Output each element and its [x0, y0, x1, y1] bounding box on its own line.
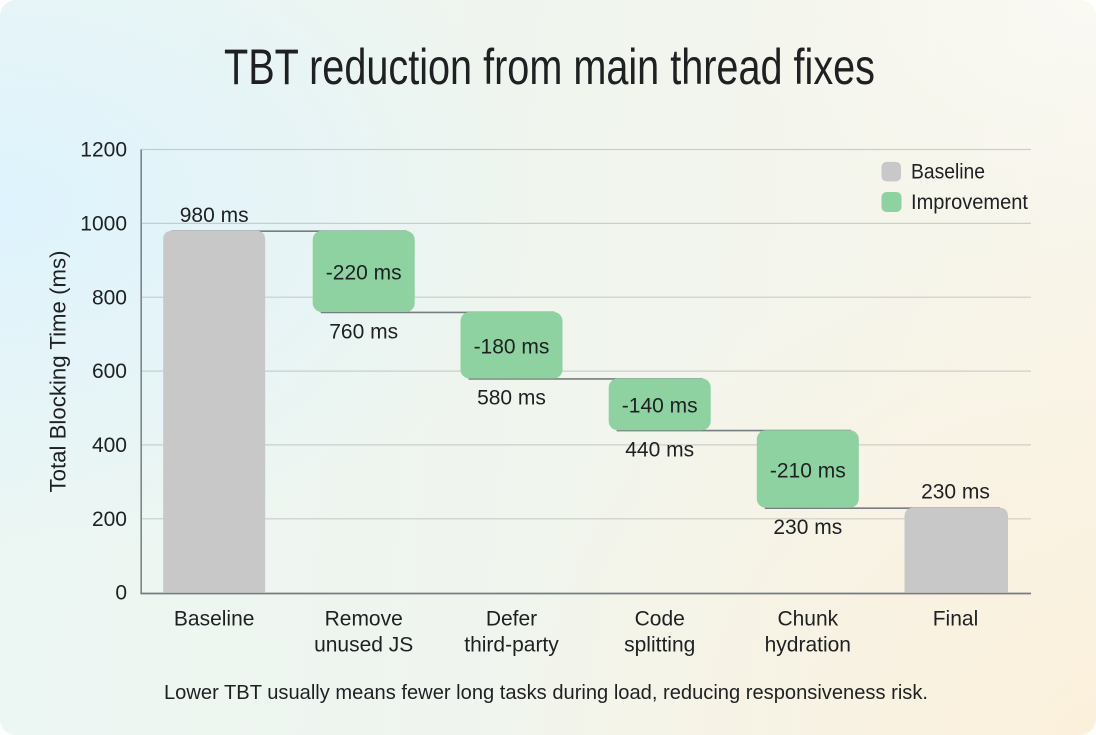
svg-text:1000: 1000	[80, 213, 127, 236]
svg-text:Defer: Defer	[486, 608, 537, 631]
svg-text:unused JS: unused JS	[314, 634, 413, 657]
svg-text:Baseline: Baseline	[911, 161, 985, 184]
svg-text:hydration: hydration	[765, 634, 851, 657]
svg-text:Code: Code	[635, 608, 685, 631]
svg-text:splitting: splitting	[624, 634, 695, 657]
svg-text:230 ms: 230 ms	[773, 516, 842, 539]
svg-text:760 ms: 760 ms	[329, 320, 398, 343]
svg-text:600: 600	[92, 360, 127, 383]
svg-text:Final: Final	[933, 608, 979, 631]
svg-text:-140 ms: -140 ms	[622, 395, 698, 418]
svg-text:Total Blocking Time (ms): Total Blocking Time (ms)	[46, 251, 71, 493]
svg-text:0: 0	[115, 582, 127, 605]
svg-text:800: 800	[92, 286, 127, 309]
svg-text:TBT reduction from main thread: TBT reduction from main thread fixes	[224, 39, 875, 95]
svg-text:230 ms: 230 ms	[921, 481, 990, 504]
svg-text:440 ms: 440 ms	[625, 438, 694, 461]
svg-text:third-party: third-party	[464, 634, 559, 657]
svg-text:Lower TBT usually means fewer: Lower TBT usually means fewer long tasks…	[164, 681, 928, 704]
svg-text:Improvement: Improvement	[911, 191, 1028, 214]
svg-text:200: 200	[92, 508, 127, 531]
svg-text:400: 400	[92, 434, 127, 457]
svg-text:580 ms: 580 ms	[477, 387, 546, 410]
svg-text:1200: 1200	[80, 139, 127, 162]
svg-text:Baseline: Baseline	[174, 608, 255, 631]
svg-text:-180 ms: -180 ms	[474, 336, 550, 359]
svg-text:-220 ms: -220 ms	[326, 262, 402, 285]
svg-text:980 ms: 980 ms	[180, 204, 249, 227]
svg-text:Remove: Remove	[325, 608, 403, 631]
svg-text:-210 ms: -210 ms	[770, 459, 846, 482]
svg-text:Chunk: Chunk	[777, 608, 838, 631]
